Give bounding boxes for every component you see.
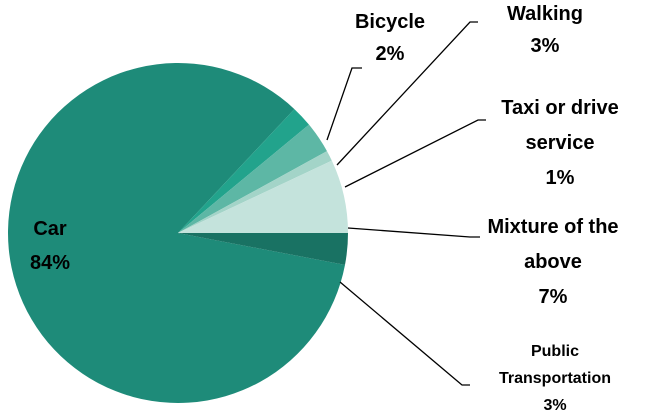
value-label: 3% (530, 35, 560, 57)
leader-line (326, 67, 362, 141)
slice-label: Mixture of the above 7% (481, 210, 626, 315)
slice-label: Car 84% (5, 212, 95, 280)
slice-label: Bicycle 2% (330, 6, 450, 70)
category-name: Walking (507, 3, 583, 25)
leader-line (344, 119, 486, 188)
pie-slice (178, 160, 348, 233)
leader-line (336, 21, 478, 166)
pie-slice (178, 151, 332, 233)
value-label: 3% (543, 397, 567, 414)
leader-line (347, 227, 480, 238)
value-label: 7% (538, 286, 568, 308)
pie-slice (7, 62, 345, 403)
leader-line (339, 281, 470, 386)
slice-label: Walking 3% (485, 0, 605, 62)
value-label: 84% (29, 252, 71, 274)
value-label: 1% (545, 167, 575, 189)
category-name: Mixture of the above (487, 216, 619, 273)
slice-label: Taxi or drive service 1% (485, 91, 635, 196)
category-name: Taxi or drive service (501, 97, 619, 154)
pie-slice (178, 233, 348, 265)
pie-slice (178, 124, 327, 233)
slice-label: Public Transportation 3% (485, 338, 625, 418)
category-name: Bicycle (354, 11, 426, 33)
pie-slice (178, 109, 309, 233)
value-label: 2% (375, 43, 405, 65)
category-name: Public Transportation (498, 343, 611, 387)
category-name: Car (33, 218, 67, 240)
